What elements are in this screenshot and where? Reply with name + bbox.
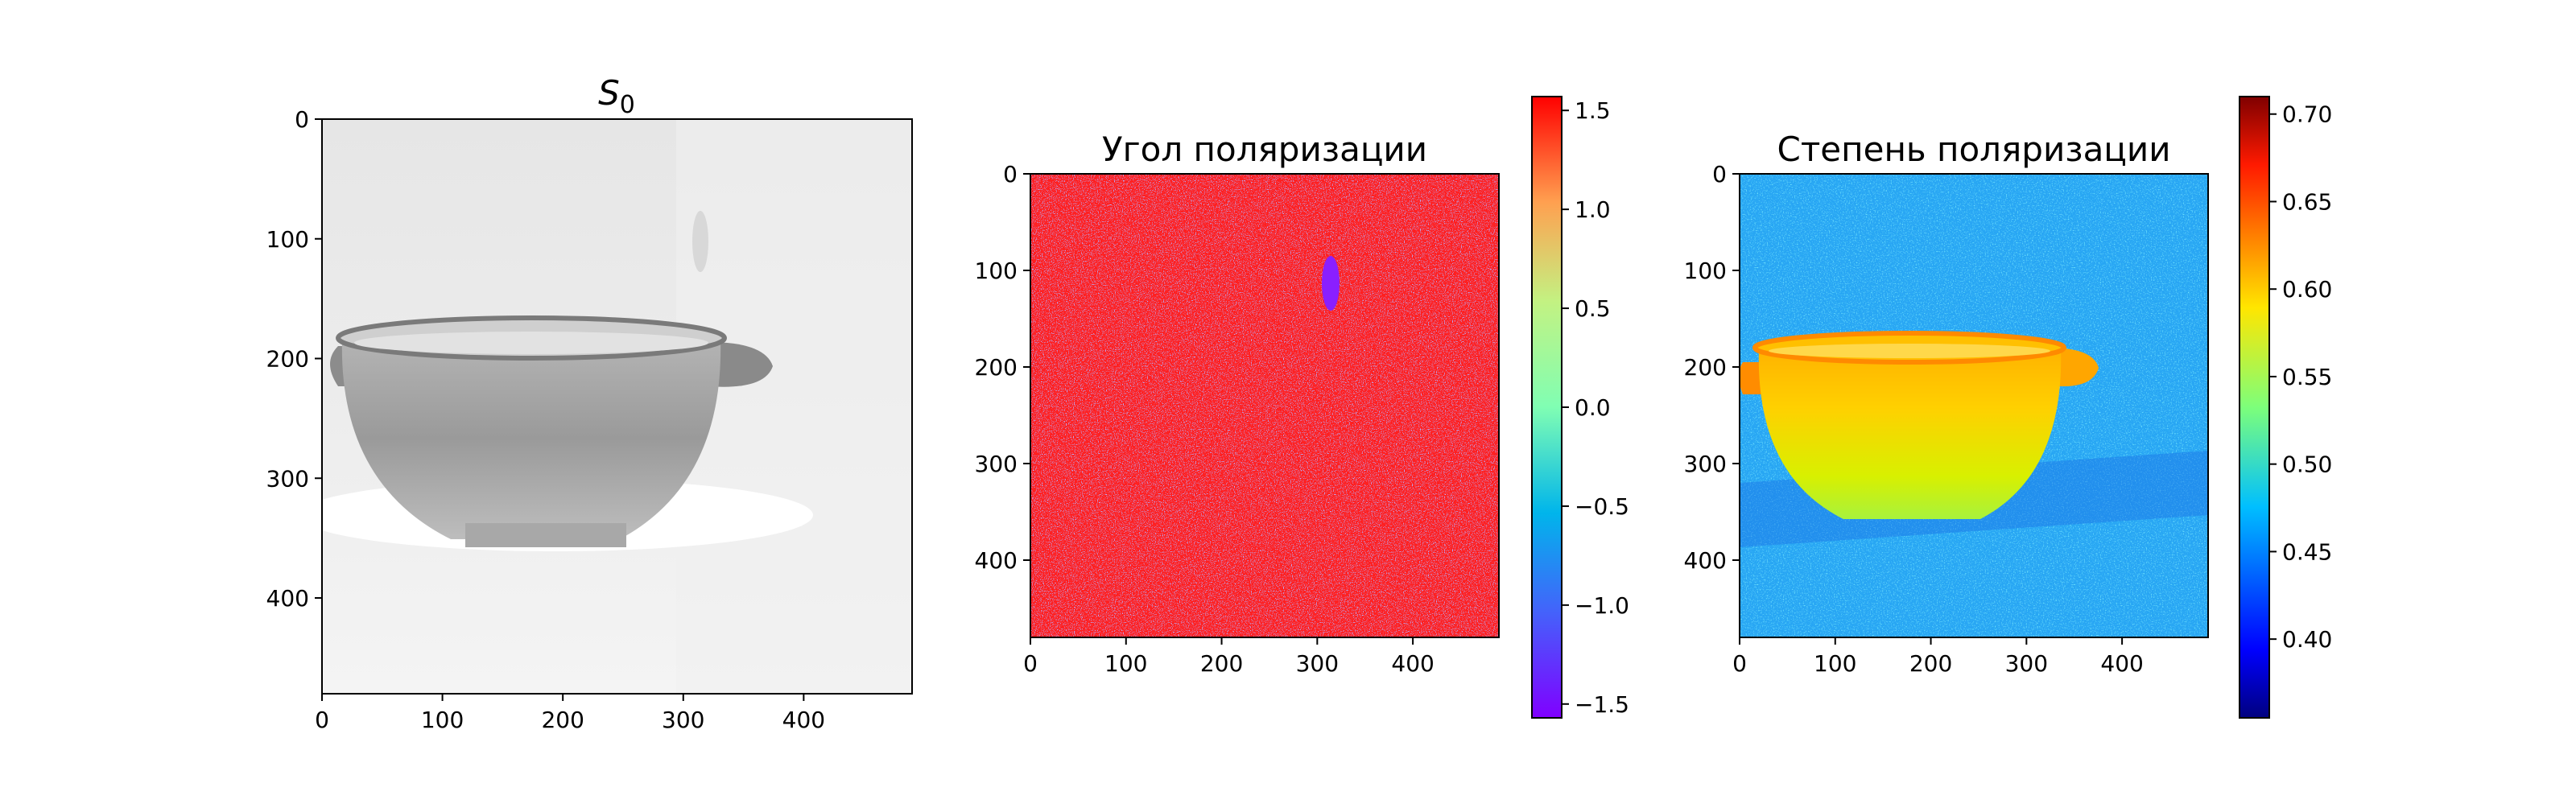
y-tick-label: 0 <box>295 106 309 133</box>
y-tick-label: 200 <box>975 354 1018 381</box>
angle-panel: Угол поляризации 0 100 200 300 400 0 100 200 300… <box>975 130 1500 677</box>
x-tick-label: 100 <box>1104 650 1147 677</box>
colorbar-tick-label: 0.70 <box>2282 101 2332 128</box>
colorbar-tick-label: 1.0 <box>1575 196 1611 223</box>
colorbar-tick-label: 1.5 <box>1575 97 1611 124</box>
x-tick-label: 300 <box>1296 650 1339 677</box>
y-tick-label: 200 <box>266 346 309 373</box>
degree-title: Степень поляризации <box>1777 130 2171 169</box>
y-tick-label: 400 <box>975 547 1018 574</box>
degree-image <box>1740 174 2208 637</box>
s0-title-subscript: 0 <box>620 91 635 119</box>
y-tick-label: 200 <box>1684 354 1727 381</box>
colorbar-tick-label: 0.60 <box>2282 276 2332 303</box>
x-tick-label: 0 <box>1023 650 1038 677</box>
x-tick-label: 200 <box>541 707 584 733</box>
colorbar-tick-label: 0.5 <box>1575 295 1611 322</box>
angle-colorbar-ticks: 1.5 1.0 0.5 0.0 −0.5 −1.0 −1.5 <box>1562 97 1629 718</box>
degree-panel: Степень поляризации 0 100 200 300 400 0 100 200… <box>1684 130 2209 677</box>
x-tick-label: 400 <box>2100 650 2143 677</box>
colorbar-tick-label: 0.0 <box>1575 394 1611 421</box>
y-tick-label: 300 <box>975 451 1018 477</box>
colorbar-tick-label: 0.50 <box>2282 451 2332 478</box>
y-tick-label: 100 <box>975 258 1018 284</box>
colorbar-tick-label: −1.5 <box>1575 691 1629 718</box>
x-tick-label: 100 <box>1814 650 1856 677</box>
s0-image <box>322 119 912 694</box>
y-tick-label: 0 <box>1712 161 1727 188</box>
y-tick-label: 300 <box>266 465 309 492</box>
y-tick-label: 400 <box>266 585 309 612</box>
x-tick-label: 400 <box>1391 650 1434 677</box>
x-tick-label: 200 <box>1909 650 1952 677</box>
x-tick-label: 400 <box>782 707 825 733</box>
angle-image <box>1030 174 1499 637</box>
s0-title: S0 <box>598 73 635 119</box>
colorbar-tick-label: −0.5 <box>1575 493 1629 520</box>
y-tick-label: 300 <box>1684 451 1727 477</box>
colorbar-tick-label: 0.65 <box>2282 188 2332 215</box>
angle-colorbar: 1.5 1.0 0.5 0.0 −0.5 −1.0 −1.5 <box>1531 96 1629 719</box>
y-tick-label: 100 <box>1684 258 1727 284</box>
colorbar-tick-label: −1.0 <box>1575 592 1629 619</box>
y-tick-label: 100 <box>266 226 309 253</box>
angle-axes: 0 100 200 300 400 0 100 200 300 400 <box>975 161 1435 677</box>
degree-colorbar-ticks: 0.70 0.65 0.60 0.55 0.50 0.45 0.40 <box>2269 101 2332 653</box>
s0-axes: 0 100 200 300 400 0 100 200 300 400 <box>266 106 826 733</box>
degree-axes: 0 100 200 300 400 0 100 200 300 400 <box>1684 161 2144 677</box>
angle-title: Угол поляризации <box>1102 130 1427 169</box>
x-tick-label: 300 <box>2005 650 2048 677</box>
x-tick-label: 200 <box>1200 650 1243 677</box>
colorbar-tick-label: 0.45 <box>2282 538 2332 565</box>
x-tick-label: 0 <box>1732 650 1747 677</box>
y-tick-label: 0 <box>1003 161 1018 188</box>
colorbar-tick-label: 0.40 <box>2282 626 2332 653</box>
y-tick-label: 400 <box>1684 547 1727 574</box>
s0-title-symbol: S <box>598 73 620 113</box>
x-tick-label: 100 <box>421 707 464 733</box>
colorbar-tick-label: 0.55 <box>2282 364 2332 390</box>
x-tick-label: 0 <box>315 707 329 733</box>
degree-colorbar: 0.70 0.65 0.60 0.55 0.50 0.45 0.40 <box>2239 96 2332 719</box>
x-tick-label: 300 <box>662 707 704 733</box>
